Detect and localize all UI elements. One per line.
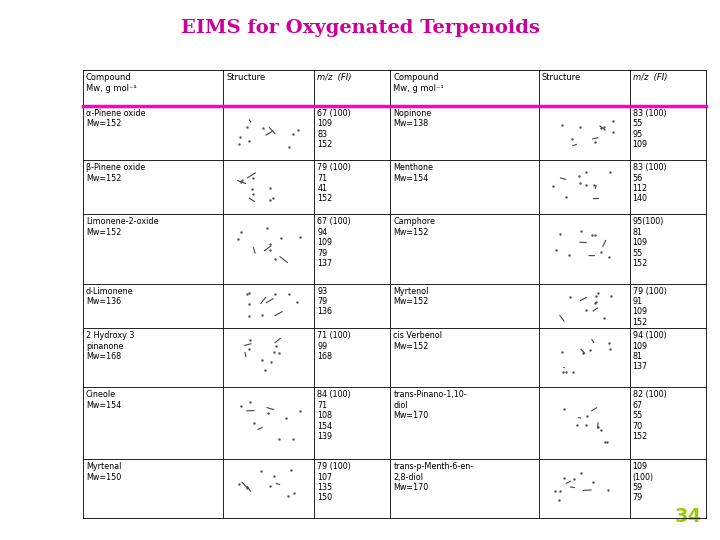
Bar [223,214,315,284]
Bar [630,459,706,518]
Text: 79 (100)
107
135
150: 79 (100) 107 135 150 [318,462,351,502]
Bar [223,70,315,106]
Bar [223,284,315,328]
Bar [630,160,706,214]
Bar [390,459,539,518]
Text: 83 (100)
56
112
140: 83 (100) 56 112 140 [633,163,666,204]
Bar [539,214,630,284]
Text: 71 (100)
99
168: 71 (100) 99 168 [318,331,351,361]
Text: 109
(100)
59
79: 109 (100) 59 79 [633,462,654,502]
Bar [630,70,706,106]
Text: α-Pinene oxide
Mw=152: α-Pinene oxide Mw=152 [86,109,145,128]
Bar [315,160,390,214]
Text: d-Limonene
Mw=136: d-Limonene Mw=136 [86,287,133,306]
Bar [539,459,630,518]
Bar [390,387,539,459]
Text: 93
79
136: 93 79 136 [318,287,333,316]
Bar [630,387,706,459]
Bar [390,284,539,328]
Text: Cineole
Mw=154: Cineole Mw=154 [86,390,121,410]
Bar [315,328,390,387]
Bar [83,106,223,160]
Bar [83,160,223,214]
Text: Structure: Structure [226,73,266,82]
Bar [539,70,630,106]
Text: 95(100)
81
109
55
152: 95(100) 81 109 55 152 [633,218,664,268]
Bar [83,328,223,387]
Text: trans-p-Menth-6-en-
2,8-diol
Mw=170: trans-p-Menth-6-en- 2,8-diol Mw=170 [393,462,474,492]
Bar [390,106,539,160]
Bar [83,387,223,459]
Bar [630,284,706,328]
Bar [315,284,390,328]
Text: Compound
Mw, g mol⁻¹: Compound Mw, g mol⁻¹ [393,73,444,92]
Bar [315,70,390,106]
Bar [630,106,706,160]
Bar [390,214,539,284]
Bar [539,328,630,387]
Bar [223,387,315,459]
Text: 79 (100)
71
41
152: 79 (100) 71 41 152 [318,163,351,204]
Text: 67 (100)
94
109
79
137: 67 (100) 94 109 79 137 [318,218,351,268]
Text: trans-Pinano-1,10-
diol
Mw=170: trans-Pinano-1,10- diol Mw=170 [393,390,467,420]
Text: 79 (100)
91
109
152: 79 (100) 91 109 152 [633,287,667,327]
Text: 84 (100)
71
108
154
139: 84 (100) 71 108 154 139 [318,390,351,441]
Bar [83,70,706,518]
Text: Myrtenal
Mw=150: Myrtenal Mw=150 [86,462,121,482]
Text: Camphore
Mw=152: Camphore Mw=152 [393,218,436,237]
Text: Compound
Mw, g mol⁻¹: Compound Mw, g mol⁻¹ [86,73,137,92]
Bar [83,459,223,518]
Text: 2 Hydroxy 3
pinanone
Mw=168: 2 Hydroxy 3 pinanone Mw=168 [86,331,134,361]
Text: 67 (100)
109
83
152: 67 (100) 109 83 152 [318,109,351,149]
Bar [539,284,630,328]
Text: 94 (100)
109
81
137: 94 (100) 109 81 137 [633,331,667,372]
Text: m/z  (FI): m/z (FI) [318,73,352,82]
Bar [223,106,315,160]
Bar [539,160,630,214]
Text: Myrtenol
Mw=152: Myrtenol Mw=152 [393,287,429,306]
Text: m/z  (FI): m/z (FI) [633,73,667,82]
Text: Structure: Structure [541,73,581,82]
Bar [539,387,630,459]
Bar [630,328,706,387]
Text: Limonene-2-oxide
Mw=152: Limonene-2-oxide Mw=152 [86,218,158,237]
Text: Menthone
Mw=154: Menthone Mw=154 [393,163,433,183]
Bar [83,214,223,284]
Text: 82 (100)
67
55
70
152: 82 (100) 67 55 70 152 [633,390,667,441]
Bar [539,106,630,160]
Text: 83 (100)
55
95
109: 83 (100) 55 95 109 [633,109,666,149]
Bar [390,70,539,106]
Bar [315,214,390,284]
Bar [315,387,390,459]
Bar [83,284,223,328]
Text: 34: 34 [675,508,702,526]
Bar [223,459,315,518]
Bar [223,160,315,214]
Text: Nopinone
Mw=138: Nopinone Mw=138 [393,109,432,128]
Bar [390,160,539,214]
Bar [223,328,315,387]
Bar [83,70,223,106]
Bar [315,106,390,160]
Text: EIMS for Oxygenated Terpenoids: EIMS for Oxygenated Terpenoids [181,19,539,37]
Bar [315,459,390,518]
Text: β-Pinene oxide
Mw=152: β-Pinene oxide Mw=152 [86,163,145,183]
Bar [630,214,706,284]
Bar [390,328,539,387]
Text: cis Verbenol
Mw=152: cis Verbenol Mw=152 [393,331,442,350]
